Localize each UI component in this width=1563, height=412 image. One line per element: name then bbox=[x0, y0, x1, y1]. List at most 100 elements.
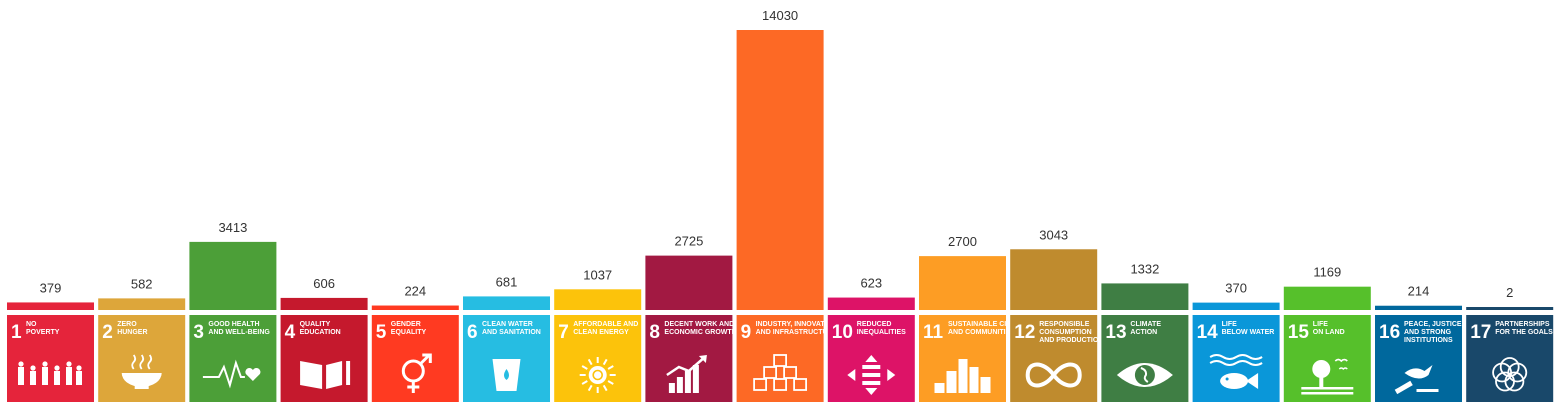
gender-icon bbox=[401, 353, 432, 393]
growth-chart-icon bbox=[666, 355, 707, 393]
goal-number: 17 bbox=[1470, 322, 1491, 343]
value-label-goal-17: 2 bbox=[1506, 285, 1513, 300]
value-label-goal-8: 2725 bbox=[674, 234, 703, 249]
sdg-tile-11: 11 SUSTAINABLE CITIES AND COMMUNITIES bbox=[919, 315, 1022, 402]
bar-goal-13 bbox=[1101, 283, 1189, 310]
goal-number: 16 bbox=[1379, 322, 1400, 343]
value-label-goal-5: 224 bbox=[404, 284, 426, 299]
bar-goal-6 bbox=[463, 296, 550, 310]
value-label-goal-12: 3043 bbox=[1039, 227, 1068, 242]
goal-number: 2 bbox=[102, 322, 113, 343]
sdg-tile-10: 10 REDUCED INEQUALITIES bbox=[827, 315, 915, 402]
goal-name: RESPONSIBLE CONSUMPTION AND PRODUCTION bbox=[1039, 321, 1103, 344]
goal-number: 15 bbox=[1288, 322, 1310, 343]
sdg-tile-3: 3 GOOD HEALTH AND WELL-BEING bbox=[189, 315, 277, 402]
goal-number: 11 bbox=[923, 322, 944, 343]
bar-goal-4 bbox=[280, 297, 368, 310]
goal-name: SUSTAINABLE CITIES AND COMMUNITIES bbox=[948, 321, 1022, 336]
goal-number: 4 bbox=[285, 322, 296, 343]
goal-number: 9 bbox=[741, 322, 752, 343]
goal-name: NO POVERTY bbox=[26, 321, 60, 336]
sdg-tile-7: 7 AFFORDABLE AND CLEAN ENERGY bbox=[554, 315, 642, 402]
goal-number: 8 bbox=[649, 322, 660, 343]
bar-goal-8 bbox=[645, 255, 733, 310]
sdg-tile-9: 9 INDUSTRY, INNOVATION AND INFRASTRUCTURE bbox=[736, 315, 838, 402]
bar-goal-12 bbox=[1010, 249, 1098, 310]
goal-number: 7 bbox=[558, 322, 569, 343]
infinity-icon bbox=[1025, 362, 1082, 388]
value-label-goal-16: 214 bbox=[1408, 284, 1430, 299]
goal-name: AFFORDABLE AND CLEAN ENERGY bbox=[573, 321, 638, 336]
equality-arrows-icon bbox=[847, 355, 896, 395]
goal-number: 10 bbox=[832, 322, 853, 343]
goal-name: CLEAN WATER AND SANITATION bbox=[482, 321, 541, 336]
sdg-tile-12: 12 RESPONSIBLE CONSUMPTION AND PRODUCTION bbox=[1010, 315, 1103, 402]
value-label-goal-6: 681 bbox=[496, 274, 518, 289]
water-glass-icon bbox=[492, 359, 521, 391]
dove-gavel-icon bbox=[1394, 365, 1439, 395]
bar-goal-1 bbox=[7, 302, 94, 310]
goal-number: 3 bbox=[193, 322, 204, 343]
sdg-tile-4: 4 QUALITY EDUCATION bbox=[280, 315, 368, 402]
cubes-icon bbox=[753, 354, 807, 391]
sdg-tile-8: 8 DECENT WORK AND ECONOMIC GROWTH bbox=[645, 315, 737, 402]
sdg-tile-13: 13 CLIMATE ACTION bbox=[1101, 315, 1189, 402]
bar-goal-11 bbox=[919, 256, 1006, 310]
city-icon bbox=[934, 359, 991, 393]
sdg-tile-16: 16 PEACE, JUSTICE AND STRONG INSTITUTIONS bbox=[1375, 315, 1462, 402]
book-icon bbox=[300, 361, 351, 389]
rings-icon bbox=[1492, 357, 1528, 392]
goal-name: QUALITY EDUCATION bbox=[300, 321, 341, 336]
goal-name: REDUCED INEQUALITIES bbox=[857, 321, 906, 336]
bar-goal-10 bbox=[827, 297, 915, 310]
sdg-tile-2: 2 ZERO HUNGER bbox=[98, 315, 186, 402]
sdg-tile-14: 14 LIFE BELOW WATER bbox=[1192, 315, 1280, 402]
goal-name: GOOD HEALTH AND WELL-BEING bbox=[208, 321, 270, 336]
sun-power-icon bbox=[579, 357, 616, 393]
goal-name: PARTNERSHIPS FOR THE GOALS bbox=[1495, 321, 1553, 336]
goal-name: ZERO HUNGER bbox=[117, 321, 147, 336]
goal-name: INDUSTRY, INNOVATION AND INFRASTRUCTURE bbox=[756, 321, 838, 336]
goal-name: CLIMATE ACTION bbox=[1130, 321, 1161, 336]
eye-globe-icon bbox=[1116, 363, 1173, 387]
heartbeat-icon bbox=[202, 359, 261, 389]
value-label-goal-7: 1037 bbox=[583, 267, 612, 282]
goal-number: 14 bbox=[1197, 322, 1219, 343]
value-label-goal-9: 14030 bbox=[762, 8, 798, 23]
value-label-goal-10: 623 bbox=[860, 276, 882, 291]
bar-goal-14 bbox=[1192, 302, 1280, 310]
goal-number: 1 bbox=[11, 322, 22, 343]
goal-name: PEACE, JUSTICE AND STRONG INSTITUTIONS bbox=[1404, 321, 1462, 344]
fish-icon bbox=[1209, 354, 1263, 389]
bowl-icon bbox=[121, 354, 162, 389]
sdg-tile-5: 5 GENDER EQUALITY bbox=[371, 315, 459, 402]
goal-name: LIFE BELOW WATER bbox=[1222, 321, 1275, 336]
sdg-tile-6: 6 CLEAN WATER AND SANITATION bbox=[463, 315, 550, 402]
bar-goal-5 bbox=[371, 305, 459, 310]
goal-name: LIFE ON LAND bbox=[1313, 321, 1345, 336]
goal-name: GENDER EQUALITY bbox=[391, 321, 427, 336]
people-icon bbox=[18, 361, 82, 385]
bar-goal-3 bbox=[189, 241, 277, 310]
value-label-goal-4: 606 bbox=[313, 276, 335, 291]
bar-goal-9 bbox=[736, 30, 824, 310]
value-label-goal-3: 3413 bbox=[218, 220, 247, 235]
value-label-goal-1: 379 bbox=[40, 280, 62, 295]
value-label-goal-2: 582 bbox=[131, 276, 153, 291]
bar-goal-7 bbox=[554, 289, 642, 310]
value-label-goal-13: 1332 bbox=[1130, 261, 1159, 276]
sdg-tile-1: 1 NO POVERTY bbox=[7, 315, 94, 402]
goal-name: DECENT WORK AND ECONOMIC GROWTH bbox=[664, 321, 736, 336]
bar-goal-17 bbox=[1466, 307, 1554, 310]
value-label-goal-15: 1169 bbox=[1313, 265, 1341, 280]
value-label-goal-14: 370 bbox=[1225, 281, 1247, 296]
sdg-tile-15: 15 LIFE ON LAND bbox=[1283, 315, 1371, 402]
value-label-goal-11: 2700 bbox=[948, 234, 977, 249]
tree-birds-icon bbox=[1301, 358, 1354, 395]
bar-goal-2 bbox=[98, 298, 186, 310]
goal-number: 6 bbox=[467, 322, 478, 343]
goal-number: 12 bbox=[1014, 322, 1035, 343]
goal-number: 13 bbox=[1105, 322, 1126, 343]
bar-goal-16 bbox=[1375, 305, 1462, 310]
